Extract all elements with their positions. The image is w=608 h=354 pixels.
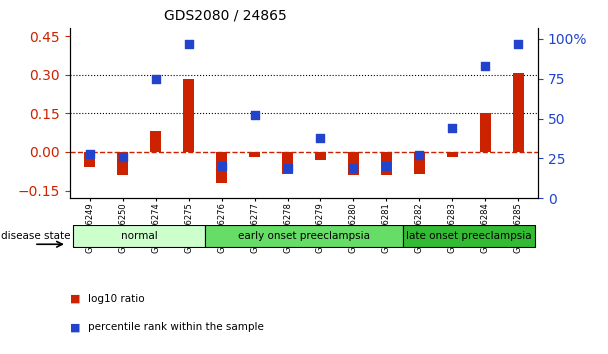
Bar bbox=[381, 152, 392, 175]
Point bbox=[513, 41, 523, 47]
Bar bbox=[447, 152, 458, 157]
Bar bbox=[84, 152, 95, 167]
Bar bbox=[413, 152, 425, 174]
Point bbox=[151, 76, 161, 82]
Point bbox=[316, 135, 325, 141]
Point bbox=[382, 164, 392, 169]
Point bbox=[250, 113, 260, 118]
Point bbox=[216, 164, 226, 169]
Point bbox=[184, 41, 193, 47]
Text: early onset preeclampsia: early onset preeclampsia bbox=[238, 231, 370, 241]
Text: GDS2080 / 24865: GDS2080 / 24865 bbox=[164, 9, 286, 23]
FancyBboxPatch shape bbox=[205, 225, 403, 247]
Text: disease state: disease state bbox=[1, 232, 71, 241]
Point bbox=[447, 125, 457, 131]
FancyBboxPatch shape bbox=[403, 225, 535, 247]
Bar bbox=[513, 73, 524, 152]
Point bbox=[118, 154, 128, 160]
Bar bbox=[183, 79, 195, 152]
Text: normal: normal bbox=[121, 231, 157, 241]
Bar bbox=[216, 152, 227, 183]
Text: ■: ■ bbox=[70, 322, 80, 332]
Point bbox=[85, 151, 95, 156]
Bar bbox=[315, 152, 326, 160]
Text: percentile rank within the sample: percentile rank within the sample bbox=[88, 322, 264, 332]
Bar bbox=[249, 152, 260, 157]
Text: log10 ratio: log10 ratio bbox=[88, 294, 145, 304]
Bar bbox=[150, 131, 161, 152]
Bar bbox=[282, 152, 293, 174]
Point bbox=[480, 63, 490, 69]
Text: ■: ■ bbox=[70, 294, 80, 304]
Bar bbox=[480, 113, 491, 152]
Point bbox=[348, 165, 358, 171]
Bar bbox=[117, 152, 128, 175]
Bar bbox=[348, 152, 359, 175]
Point bbox=[415, 153, 424, 158]
Point bbox=[283, 165, 292, 171]
Text: late onset preeclampsia: late onset preeclampsia bbox=[406, 231, 531, 241]
FancyBboxPatch shape bbox=[73, 225, 205, 247]
